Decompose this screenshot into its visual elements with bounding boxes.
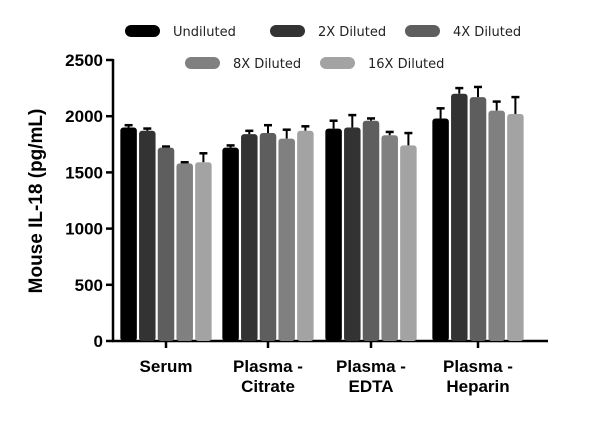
category-label: EDTA [348,377,393,396]
legend-swatch [320,57,355,69]
legend-swatch [405,25,440,37]
category-label: Serum [140,357,193,376]
bar [469,97,487,341]
legend-label: Undiluted [173,25,236,40]
legend-label: 8X Diluted [233,57,301,72]
bar [297,130,314,341]
bar [222,147,239,341]
y-tick-label: 1000 [65,220,103,239]
bar [488,110,505,341]
bar [507,113,524,342]
bar [451,93,468,341]
bar [344,127,361,341]
legend-label: 16X Diluted [368,57,444,72]
y-tick-label: 2000 [65,107,103,126]
bar [278,138,295,341]
bar [400,145,417,341]
legend-swatch [270,25,305,37]
bar [176,163,193,341]
category-label: Plasma - [233,357,303,376]
bar [381,135,398,341]
bar [139,130,156,341]
bar [195,162,212,341]
y-tick-label: 0 [94,332,103,351]
category-label: Plasma - [443,357,513,376]
legend-swatch [185,57,220,69]
y-tick-label: 2500 [65,51,103,70]
y-axis-label: Mouse IL-18 (pg/mL) [26,109,47,294]
legend-label: 2X Diluted [318,25,386,40]
bar [157,147,175,341]
bar [241,134,258,341]
category-label: Heparin [446,377,509,396]
legend-label: 4X Diluted [453,25,521,40]
bar [325,128,342,341]
bar [120,127,137,341]
category-label: Citrate [241,377,295,396]
y-tick-label: 1500 [65,163,103,182]
bar [362,120,380,341]
y-tick-label: 500 [75,276,103,295]
bar [432,118,449,341]
legend-swatch [125,25,160,37]
category-label: Plasma - [336,357,406,376]
bar [259,133,277,341]
